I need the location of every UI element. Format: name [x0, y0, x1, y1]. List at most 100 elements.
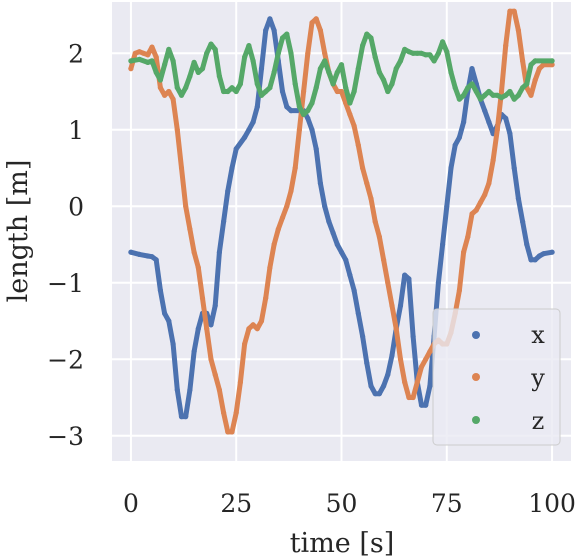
data-point-z [406, 49, 412, 55]
data-point-y [536, 66, 543, 72]
data-point-z [136, 56, 142, 63]
data-point-x [233, 146, 239, 152]
data-point-y [153, 54, 159, 60]
data-point-y [284, 203, 290, 209]
data-point-y [338, 88, 345, 95]
data-point-x [456, 134, 462, 140]
data-point-z [166, 46, 172, 53]
data-point-z [486, 88, 492, 95]
data-point-x [427, 383, 433, 389]
data-point-y [486, 180, 492, 186]
data-point-y [482, 192, 488, 198]
data-point-y [279, 215, 286, 221]
data-point-y [267, 264, 273, 271]
data-point-y [229, 429, 235, 435]
data-point-z [507, 88, 513, 95]
data-point-z [288, 50, 294, 56]
data-point-y [423, 356, 429, 362]
data-point-z [275, 50, 281, 56]
data-point-x [406, 276, 412, 282]
data-point-y [237, 379, 243, 385]
y-tick-label: −2 [47, 345, 84, 374]
data-point-z [225, 88, 231, 95]
data-point-z [309, 100, 315, 106]
data-point-y [351, 123, 357, 129]
data-point-y [162, 92, 168, 98]
data-point-x [279, 88, 286, 95]
data-point-x [452, 142, 458, 148]
data-point-y [233, 410, 239, 416]
data-point-x [482, 108, 488, 114]
data-point-x [258, 66, 265, 72]
data-point-y [292, 165, 298, 171]
data-point-x [271, 27, 277, 33]
data-point-z [330, 81, 336, 87]
data-point-z [153, 69, 159, 75]
data-point-z [191, 59, 197, 65]
data-point-y [334, 88, 340, 95]
data-point-y [520, 58, 526, 64]
data-point-y [385, 280, 391, 286]
data-point-z [343, 85, 349, 91]
data-point-y [263, 295, 269, 301]
data-point-z [296, 104, 302, 110]
data-point-z [204, 50, 210, 56]
data-point-y [418, 364, 425, 370]
data-point-z [402, 46, 408, 53]
data-point-z [452, 85, 458, 91]
data-point-y [532, 77, 538, 83]
data-point-x [520, 219, 526, 225]
data-point-y [347, 111, 353, 118]
data-point-z [317, 66, 323, 72]
data-point-y [402, 379, 408, 385]
data-point-x [461, 119, 467, 125]
data-point-y [141, 50, 147, 56]
data-point-x [372, 391, 378, 397]
data-point-z [393, 66, 399, 72]
data-point-x [423, 402, 429, 408]
data-point-x [313, 146, 319, 152]
data-point-z [418, 50, 425, 56]
data-point-y [410, 394, 416, 401]
data-point-x [343, 257, 349, 263]
data-point-y [174, 127, 180, 133]
data-point-x [263, 27, 269, 33]
data-point-y [494, 127, 500, 133]
data-point-x [195, 326, 201, 332]
data-point-y [381, 257, 387, 263]
data-point-z [221, 88, 227, 95]
data-point-y [170, 96, 176, 102]
data-point-z [263, 88, 269, 95]
y-tick-label: −1 [47, 269, 84, 298]
data-point-z [397, 58, 404, 64]
data-point-y [309, 20, 315, 26]
data-point-z [237, 81, 243, 87]
data-point-x [360, 333, 366, 339]
data-point-z [301, 111, 307, 118]
data-point-z [208, 41, 214, 47]
data-point-y [225, 429, 231, 435]
x-tick-labels: 0 25 50 75 100 [123, 489, 576, 518]
data-point-z [334, 69, 340, 75]
series-layer [128, 8, 555, 435]
y-tick-label: 0 [68, 192, 84, 221]
data-point-x [191, 349, 197, 355]
data-point-y [360, 165, 366, 171]
data-point-y [166, 88, 172, 95]
data-point-z [242, 54, 248, 60]
data-point-z [427, 52, 433, 58]
data-point-y [389, 303, 395, 309]
data-point-z [456, 96, 462, 102]
data-point-y [254, 326, 260, 332]
data-point-z [174, 85, 180, 91]
data-point-z [444, 49, 450, 55]
data-point-z [482, 92, 488, 98]
x-axis-label: time [s] [290, 528, 395, 559]
data-point-y [322, 50, 328, 56]
data-point-x [183, 414, 189, 420]
data-point-y [469, 211, 475, 217]
data-point-x [338, 249, 345, 255]
data-point-y [317, 27, 323, 33]
data-point-x [389, 352, 395, 358]
data-point-z [271, 69, 277, 75]
